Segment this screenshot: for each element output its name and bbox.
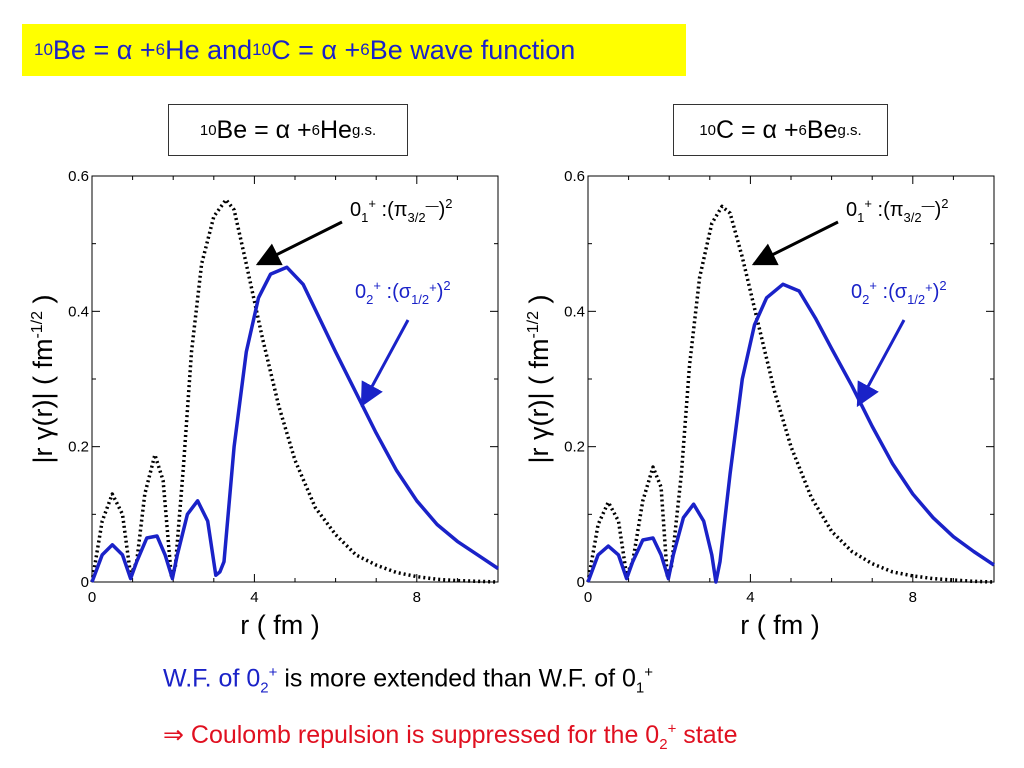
series-line-02: [90, 265, 499, 583]
arrow-01: [255, 220, 343, 266]
y-tick-label: 0.2: [68, 439, 89, 456]
x-tick-label: 8: [909, 589, 917, 606]
x-tick-label: 0: [584, 589, 592, 606]
y-axis-label: |r γ(r)| ( fm-1/2 ): [28, 294, 58, 463]
y-tick-label: 0: [577, 574, 585, 591]
chart-left: 0 4 8 0 0.2 0.4 0.6 |r γ(r)| ( fm-1/2 ) r ( fm…: [28, 168, 499, 640]
y-tick-label: 0.4: [68, 303, 89, 320]
y-tick-label: 0.2: [564, 439, 585, 456]
arrow-01: [751, 220, 839, 266]
x-tick-label: 0: [88, 589, 96, 606]
x-tick-label: 4: [746, 589, 754, 606]
series-group: [586, 204, 995, 584]
series-line-02: [586, 282, 995, 584]
arrow-02: [360, 319, 410, 408]
y-tick-label: 0.4: [564, 303, 585, 320]
y-axis-label: |r γ(r)| ( fm-1/2 ): [524, 294, 554, 463]
tick-group: 0 4 8 0 0.2 0.4 0.6: [564, 168, 995, 606]
series-group: [90, 197, 499, 584]
x-tick-label: 8: [413, 589, 421, 606]
footer-line-1: W.F. of 02+ is more extended than W.F. o…: [163, 664, 654, 697]
x-axis-label: r ( fm ): [740, 610, 819, 640]
tick-group: 0 4 8 0 0.2 0.4 0.6: [68, 168, 499, 606]
x-axis-label: r ( fm ): [240, 610, 319, 640]
footer-line-2: ⇒ Coulomb repulsion is suppressed for th…: [163, 720, 738, 753]
panel-label-right: 10 C = α +6 Be g.s.: [673, 104, 888, 156]
slide-title: 10 Be = α + 6 He and 10 C = α + 6 Be wave fu…: [22, 24, 686, 76]
panel-label-left: 10 Be = α +6 He g.s.: [168, 104, 408, 156]
plot-frame: [91, 175, 499, 583]
y-tick-label: 0: [81, 574, 89, 591]
annotation-02: 02+ :(σ1/2+)2: [851, 278, 947, 307]
annotation-01: 01+ :(π3/2—)2: [350, 196, 453, 225]
series-line-01: [586, 204, 995, 584]
x-tick-label: 4: [250, 589, 258, 606]
arrow-02: [856, 319, 906, 408]
y-tick-label: 0.6: [564, 168, 585, 185]
chart-right: 0 4 8 0 0.2 0.4 0.6 |r γ(r)| ( fm-1/2 ) r ( fm…: [524, 168, 995, 640]
annotation-02: 02+ :(σ1/2+)2: [355, 278, 451, 307]
plot-frame: [587, 175, 995, 583]
annotation-01: 01+ :(π3/2—)2: [846, 196, 949, 225]
y-tick-label: 0.6: [68, 168, 89, 185]
